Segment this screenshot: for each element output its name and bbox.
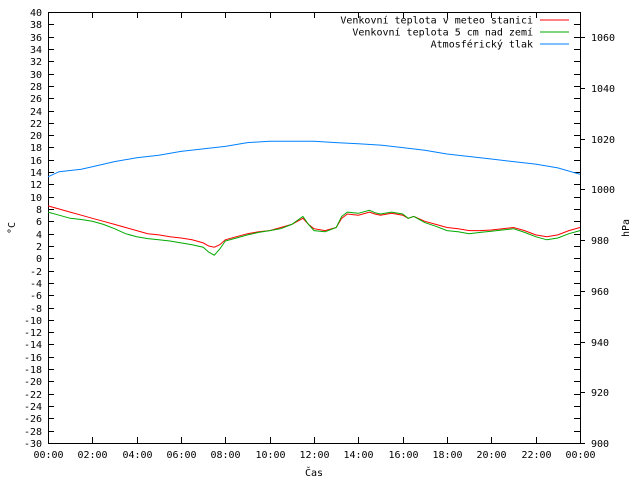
y-tick-label: 4 xyxy=(36,230,42,241)
y-tick-label: 20 xyxy=(30,131,42,142)
y-tick-label: 32 xyxy=(30,57,42,68)
y-tick-label: 24 xyxy=(30,107,42,118)
y-tick-label: -16 xyxy=(24,353,42,364)
y-tick-label: 6 xyxy=(36,217,42,228)
y-tick-label: -26 xyxy=(24,414,42,425)
y-tick-label: 14 xyxy=(30,168,42,179)
x-axis: 00:00 02:00 04:00 06:00 08:00 10:00 12:00 14:00… xyxy=(33,12,596,461)
y-tick-label: 2 xyxy=(36,242,42,253)
y-tick-label: 22 xyxy=(30,119,42,130)
y-tick-label: -8 xyxy=(30,304,42,315)
series-line-2 xyxy=(47,209,581,256)
y-tick-label: 8 xyxy=(36,205,42,216)
x-tick-label: 16:00 xyxy=(388,450,418,461)
legend: Venkovní teplota v meteo staniciVenkovní… xyxy=(340,15,569,51)
x-tick-label: 00:00 xyxy=(565,450,595,461)
y-tick-label: -4 xyxy=(30,279,42,290)
x-tick-label: 08:00 xyxy=(210,450,240,461)
x-tick-label: 06:00 xyxy=(166,450,196,461)
y-tick-label: 40 xyxy=(30,8,42,19)
y-tick-label: -6 xyxy=(30,291,42,302)
y2-tick-label: 1040 xyxy=(591,84,615,95)
x-tick-label: 12:00 xyxy=(299,450,329,461)
series-layer xyxy=(47,140,581,256)
y-tick-label: 16 xyxy=(30,156,42,167)
y-tick-label: -24 xyxy=(24,402,42,413)
x-tick-label: 20:00 xyxy=(476,450,506,461)
y-tick-label: -10 xyxy=(24,316,42,327)
y-tick-label: -14 xyxy=(24,340,42,351)
series-line-3 xyxy=(47,140,581,178)
y-tick-label: 38 xyxy=(30,20,42,31)
x-tick-label: 04:00 xyxy=(122,450,152,461)
y2-tick-label: 920 xyxy=(591,388,609,399)
x-tick-label: 00:00 xyxy=(33,450,63,461)
y-tick-label: 34 xyxy=(30,45,42,56)
y2-tick-label: 1060 xyxy=(591,33,615,44)
y-tick-label: -12 xyxy=(24,328,42,339)
y2-tick-label: 1020 xyxy=(591,135,615,146)
y2-tick-label: 900 xyxy=(591,439,609,450)
y-tick-label: -30 xyxy=(24,439,42,450)
legend-label-1: Venkovní teplota v meteo stanici xyxy=(340,15,533,27)
right-axis: 900 920 940 960 980 1000 1020 1040 1060 xyxy=(580,33,615,450)
y-tick-label: -28 xyxy=(24,427,42,438)
y2-tick-label: 980 xyxy=(591,236,609,247)
y2-axis-label: hPa xyxy=(621,219,632,237)
y-tick-label: -2 xyxy=(30,267,42,278)
x-tick-label: 18:00 xyxy=(432,450,462,461)
legend-label-3: Atmosférický tlak xyxy=(431,39,533,51)
y-tick-label: 30 xyxy=(30,70,42,81)
y2-tick-label: 960 xyxy=(591,287,609,298)
x-tick-label: 22:00 xyxy=(521,450,551,461)
series-line-1 xyxy=(47,205,581,248)
y-axis-label: °C xyxy=(7,222,18,234)
x-tick-label: 02:00 xyxy=(77,450,107,461)
x-tick-label: 14:00 xyxy=(343,450,373,461)
y-tick-label: 36 xyxy=(30,33,42,44)
legend-label-2: Venkovní teplota 5 cm nad zemí xyxy=(352,27,533,39)
y-tick-label: -22 xyxy=(24,390,42,401)
x-tick-label: 10:00 xyxy=(255,450,285,461)
y-tick-label: 26 xyxy=(30,94,42,105)
y-tick-label: 10 xyxy=(30,193,42,204)
y2-tick-label: 1000 xyxy=(591,185,615,196)
y-tick-label: 28 xyxy=(30,82,42,93)
left-axis: -30-28-26-24-22-20-18-16-14-12-10-8-6-4-… xyxy=(24,8,580,450)
y-tick-label: -20 xyxy=(24,377,42,388)
y-tick-label: 0 xyxy=(36,254,42,265)
y-tick-label: 12 xyxy=(30,180,42,191)
y-tick-label: 18 xyxy=(30,143,42,154)
y-tick-label: -18 xyxy=(24,365,42,376)
x-axis-label: Čas xyxy=(305,466,323,479)
y2-tick-label: 940 xyxy=(591,338,609,349)
